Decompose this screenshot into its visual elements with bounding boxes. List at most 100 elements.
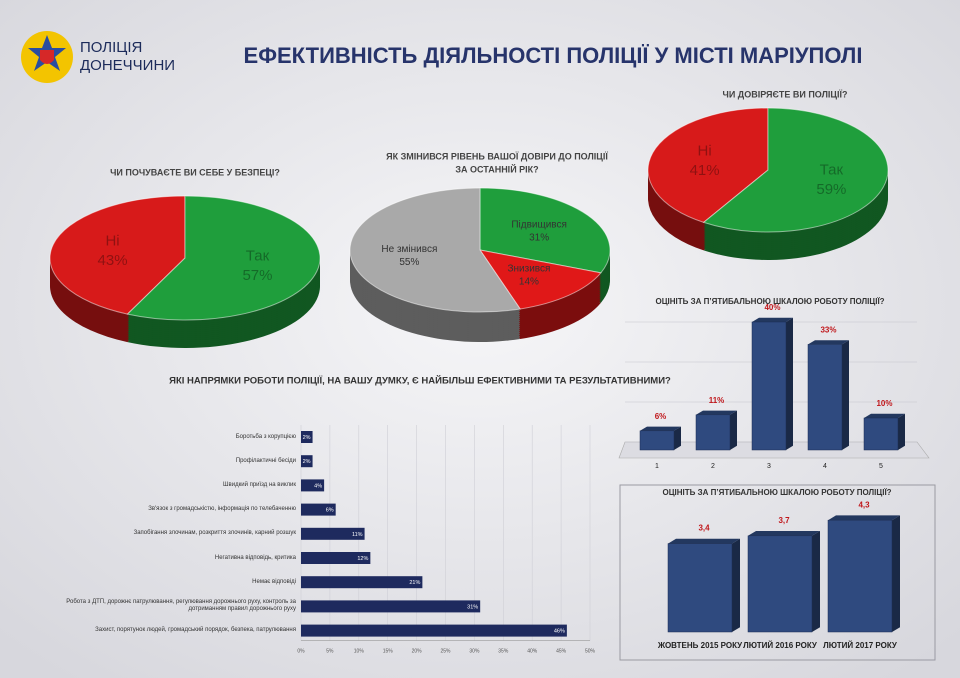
bar-top <box>752 317 793 322</box>
bar-value-label: 6% <box>326 508 334 514</box>
chart-title: ОЦІНІТЬ ЗА П’ЯТИБАЛЬНОЮ ШКАЛОЮ РОБОТУ ПО… <box>655 297 884 306</box>
bar <box>667 543 733 633</box>
bar-value-label: 10% <box>876 399 892 408</box>
y-tick-label: Немає відповіді <box>252 578 296 585</box>
y-tick-label: Робота з ДТП, дорожнє патрулювання, регу… <box>66 599 296 613</box>
slice <box>126 195 321 321</box>
x-tick-label: ЖОВТЕНЬ 2015 РОКУ <box>657 641 743 650</box>
y-tick-label: Швидкий приїзд на виклик <box>223 481 296 488</box>
y-tick-label-wrap: Захист, порятунок людей, громадський пор… <box>46 623 296 639</box>
slice-label: Не змінився <box>381 244 437 255</box>
bar <box>639 430 675 451</box>
slice-label: Підвищився <box>511 219 567 230</box>
y-tick-label: Зв'язок з громадськістю, інформація по т… <box>148 506 296 513</box>
slice <box>49 195 186 315</box>
bar <box>301 503 336 516</box>
y-tick-label: Профілактичні бесіди <box>235 457 296 464</box>
x-tick-label: 5 <box>879 463 883 470</box>
slice-value-label: 43% <box>98 252 128 269</box>
x-tick-label: 35% <box>498 648 509 654</box>
bar <box>301 600 481 613</box>
slice-label: Ні <box>105 233 119 250</box>
bar-value-label: 12% <box>357 556 368 562</box>
bar-value-label: 3,4 <box>698 524 710 533</box>
bar-top <box>864 413 905 418</box>
chart-title: ЯК ЗМІНИВСЯ РІВЕНЬ ВАШОЇ ДОВІРИ ДО ПОЛІЦ… <box>386 151 608 161</box>
chart-title: ОЦІНІТЬ ЗА П’ЯТИБАЛЬНОЮ ШКАЛОЮ РОБОТУ ПО… <box>662 488 891 497</box>
y-tick-label-box: Захист, порятунок людей, громадський пор… <box>46 623 296 639</box>
y-tick-label: Запобігання злочинам, розкриття злочинів… <box>133 530 296 537</box>
bar <box>863 417 899 451</box>
page-title: ЕФЕКТИВНІСТЬ ДІЯЛЬНОСТІ ПОЛІЦІЇ У МІСТІ … <box>244 43 863 68</box>
x-tick-label: 10% <box>354 648 365 654</box>
y-tick-label: Негативна відповідь, критика <box>214 554 296 561</box>
bar-value-label: 3,7 <box>778 516 790 525</box>
y-tick-label-wrap: Боротьба з корупцією <box>46 429 296 445</box>
bar-top <box>808 340 849 345</box>
chart-title: ЧИ ДОВІРЯЄТЕ ВИ ПОЛІЦІЇ? <box>723 89 848 99</box>
bar-value-label: 11% <box>352 532 363 538</box>
slice <box>702 107 889 233</box>
slice-value-label: 14% <box>519 276 539 287</box>
y-tick-label-wrap: Негативна відповідь, критика <box>46 550 296 566</box>
logo-text: ДОНЕЧЧИНИ <box>80 57 175 74</box>
slice-label: Знизився <box>507 263 550 274</box>
y-tick-label-wrap: Швидкий приїзд на виклик <box>46 477 296 493</box>
bar <box>751 321 787 451</box>
y-tick-label-wrap: Профілактичні бесіди <box>46 453 296 469</box>
bar-value-label: 4% <box>314 483 322 489</box>
x-tick-label: 50% <box>585 648 596 654</box>
bar-top <box>640 426 681 431</box>
bar-side <box>730 410 737 450</box>
bar-value-label: 40% <box>764 303 780 312</box>
bar-top <box>748 531 820 536</box>
bar <box>301 527 365 540</box>
logo-text: ПОЛІЦІЯ <box>80 39 142 56</box>
bar-value-label: 6% <box>655 412 667 421</box>
bar-value-label: 46% <box>554 629 565 635</box>
x-tick-label: 3 <box>767 463 771 470</box>
bar <box>695 414 731 451</box>
chart-title: ЯКІ НАПРЯМКИ РОБОТИ ПОЛІЦІЇ, НА ВАШУ ДУМ… <box>169 375 671 387</box>
bar-value-label: 33% <box>820 326 836 335</box>
bar <box>827 519 893 633</box>
y-tick-label-box: Запобігання злочинам, розкриття злочинів… <box>133 530 296 537</box>
slice-value-label: 59% <box>816 181 846 198</box>
bar-value-label: 21% <box>409 580 420 586</box>
chart-title: ЧИ ПОЧУВАЄТЕ ВИ СЕБЕ У БЕЗПЕЦІ? <box>110 167 280 177</box>
y-tick-label: Боротьба з корупцією <box>235 433 296 440</box>
bar-value-label: 31% <box>467 604 478 610</box>
bar-top <box>696 410 737 415</box>
bar <box>301 552 371 564</box>
chart-frame <box>619 484 936 661</box>
y-tick-label-wrap: Немає відповіді <box>46 574 296 590</box>
x-tick-label: 5% <box>326 648 334 654</box>
slice <box>647 107 769 223</box>
bar-side <box>674 426 681 450</box>
bar-side <box>842 340 849 450</box>
x-tick-label: ЛЮТИЙ 2017 РОКУ <box>823 641 898 650</box>
x-tick-label: 20% <box>412 648 423 654</box>
y-tick-label-box: Негативна відповідь, критика <box>46 550 296 566</box>
x-tick-label: 1 <box>655 463 659 470</box>
bar-side <box>812 531 820 632</box>
y-tick-label-wrap: Робота з ДТП, дорожнє патрулювання, регу… <box>46 598 296 614</box>
y-tick-label-box: Робота з ДТП, дорожнє патрулювання, регу… <box>46 598 296 614</box>
x-tick-label: 25% <box>440 648 451 654</box>
x-tick-label: 15% <box>383 648 394 654</box>
slice-label: Ні <box>698 142 712 159</box>
bar-side <box>786 317 793 450</box>
slice <box>479 187 611 274</box>
slice-value-label: 31% <box>529 232 549 243</box>
y-tick-label: Захист, порятунок людей, громадський пор… <box>95 627 296 634</box>
bar <box>301 455 313 468</box>
logo-shield <box>40 50 54 64</box>
bar-side <box>732 538 740 632</box>
x-tick-label: 0% <box>297 648 305 654</box>
y-tick-label-box: Боротьба з корупцією <box>46 429 296 445</box>
bar <box>807 344 843 451</box>
bar-top <box>668 538 740 544</box>
logo <box>21 31 73 83</box>
